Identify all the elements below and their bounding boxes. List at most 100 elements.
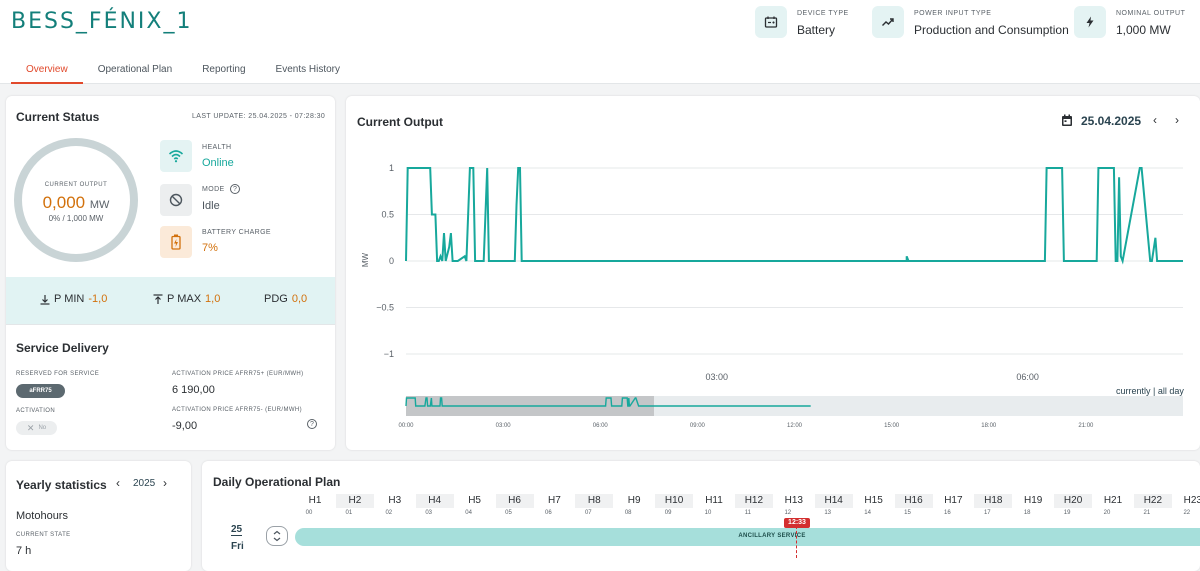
- last-update: LAST UPDATE: 25.04.2025 - 07:28:30: [192, 113, 326, 120]
- chevron-right-icon[interactable]: ›: [163, 476, 167, 490]
- navigator-ticks: 00:00 03:00 06:00 09:00 12:00 15:00 18:00 21:00: [398, 423, 1094, 429]
- ancillary-service-bar[interactable]: [295, 528, 1200, 546]
- current-state-value: 7 h: [16, 545, 32, 557]
- tab-events-history[interactable]: Events History: [275, 64, 341, 75]
- hour-number: 11: [744, 510, 751, 516]
- mode-label: MODE: [202, 186, 225, 193]
- year-value: 2025: [133, 478, 156, 489]
- lightning-icon: [1074, 6, 1106, 38]
- hour-label: H7: [547, 495, 561, 506]
- day-number: 25: [231, 524, 243, 536]
- y-tick-label: −0.5: [376, 303, 394, 313]
- output-date[interactable]: 25.04.2025: [1081, 114, 1142, 128]
- health-value: Online: [202, 157, 234, 169]
- navigator-tick-label: 09:00: [690, 423, 706, 429]
- activation-toggle[interactable]: ✕ No: [16, 421, 57, 435]
- hour-label: H18: [974, 494, 1013, 508]
- hour-label: H21: [1103, 495, 1123, 506]
- hour-number: 08: [624, 510, 632, 516]
- hour-number: 19: [1063, 510, 1071, 516]
- battery-calendar-icon: [755, 6, 787, 38]
- hour-number: 12: [784, 510, 792, 516]
- range-currently-link[interactable]: currently: [1116, 386, 1151, 396]
- pdg-value: 0,0: [291, 293, 308, 305]
- y-axis-label: MW: [361, 252, 370, 267]
- battery-icon: [160, 226, 192, 258]
- close-icon: ✕: [26, 423, 35, 433]
- help-icon[interactable]: ?: [307, 419, 317, 429]
- hour-label: H8: [575, 494, 614, 508]
- current-output-title: Current Output: [357, 115, 443, 129]
- hour-number: 00: [305, 510, 313, 516]
- hour-number: 17: [983, 510, 991, 516]
- range-all-day-link[interactable]: all day: [1157, 386, 1184, 396]
- power-input-info: POWER INPUT TYPE Production and Consumpt…: [872, 6, 1069, 40]
- activation-value: No: [38, 425, 47, 431]
- navigator-tick-label: 15:00: [884, 423, 900, 429]
- hour-number: 04: [465, 510, 472, 516]
- price-plus-value: 6 190,00: [172, 384, 215, 396]
- tab-reporting[interactable]: Reporting: [202, 64, 246, 75]
- y-tick-label: 0: [389, 256, 394, 266]
- calendar-icon[interactable]: [1061, 114, 1073, 132]
- battery-charge-label: BATTERY CHARGE: [202, 229, 272, 236]
- y-tick-label: −1: [384, 349, 394, 359]
- hour-number: 01: [345, 510, 353, 516]
- hour-label: H23: [1183, 495, 1200, 506]
- output-gauge: CURRENT OUTPUT 0,000 MW 0% / 1,000 MW: [14, 138, 138, 262]
- hour-number: 06: [545, 510, 552, 516]
- pmin-label: P MIN: [54, 293, 85, 305]
- hour-label: H10: [655, 494, 694, 508]
- hour-number: 03: [425, 510, 433, 516]
- current-state-label: CURRENT STATE: [16, 532, 71, 538]
- nominal-output-label: NOMINAL OUTPUT: [1116, 10, 1186, 17]
- help-icon[interactable]: ?: [230, 184, 240, 194]
- daily-plan-card: [202, 461, 1200, 571]
- output-chart: 1 0.5 0 −0.5 −1 03:00 06:00 MW 00:00 03:00 06:0…: [361, 163, 1183, 429]
- navigator-tick-label: 06:00: [593, 423, 609, 429]
- gauge-value-wrap: 0,000 MW: [22, 193, 130, 213]
- device-type-label: DEVICE TYPE: [797, 10, 849, 17]
- hour-label: H11: [705, 495, 723, 506]
- hour-number: 13: [824, 510, 832, 516]
- tab-bar: Overview Operational Plan Reporting Even…: [11, 58, 355, 84]
- navigator-tick-label: 21:00: [1078, 423, 1094, 429]
- y-tick-label: 0.5: [381, 210, 394, 220]
- hour-number: 14: [864, 510, 871, 516]
- navigator-tick-label: 03:00: [496, 423, 512, 429]
- navigator-series-line: [405, 397, 811, 407]
- gauge-label: CURRENT OUTPUT: [44, 182, 108, 188]
- service-delivery-title: Service Delivery: [16, 341, 109, 355]
- ancillary-service-label: ANCILLARY SERVICE: [738, 533, 806, 539]
- health-label: HEALTH: [202, 144, 232, 151]
- navigator-tick-label: 12:00: [787, 423, 803, 429]
- expand-toggle[interactable]: [266, 526, 288, 546]
- navigator-tick-label: 18:00: [981, 423, 997, 429]
- chevron-right-icon[interactable]: ›: [1175, 113, 1179, 127]
- power-input-label: POWER INPUT TYPE: [914, 10, 992, 17]
- hour-number: 10: [704, 510, 712, 516]
- chevron-left-icon[interactable]: ‹: [1153, 113, 1157, 127]
- pmax-value: 1,0: [205, 293, 221, 305]
- reserved-service-badge: aFRR75: [16, 384, 65, 398]
- hour-number: 07: [584, 510, 592, 516]
- hour-label: H15: [864, 495, 883, 506]
- reserved-label: RESERVED FOR SERVICE: [16, 371, 100, 377]
- output-series-line: [405, 167, 1183, 265]
- x-tick-label: 06:00: [1016, 372, 1039, 382]
- motohours-label: Motohours: [16, 510, 68, 522]
- hour-label: H3: [388, 495, 402, 506]
- hour-number: 21: [1143, 510, 1151, 516]
- tab-operational-plan[interactable]: Operational Plan: [97, 64, 173, 75]
- nominal-output-info: NOMINAL OUTPUT 1,000 MW: [1074, 6, 1194, 40]
- unfold-icon: [273, 530, 281, 542]
- hour-label: H12: [734, 494, 773, 508]
- tab-overview[interactable]: Overview: [11, 58, 83, 84]
- chart-grid: [406, 167, 1183, 355]
- divider: [6, 324, 335, 325]
- hour-number: 16: [944, 510, 951, 516]
- chevron-left-icon[interactable]: ‹: [116, 476, 120, 490]
- hour-label: H9: [627, 495, 641, 506]
- price-minus-label: ACTIVATION PRICE AFRR75- (EUR/MWH): [172, 407, 303, 413]
- pdg-item: PDG 0,0: [264, 293, 307, 305]
